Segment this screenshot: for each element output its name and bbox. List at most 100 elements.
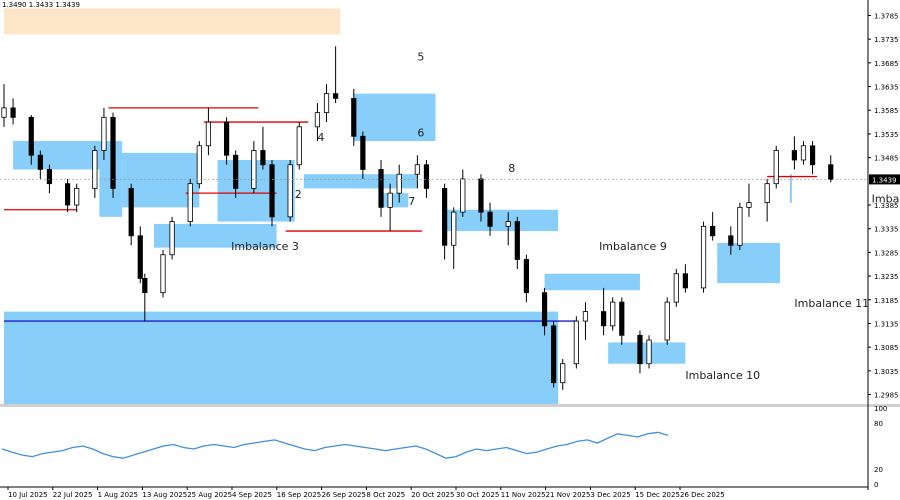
candle-body xyxy=(646,339,652,365)
candle-body xyxy=(451,211,457,246)
candle-body xyxy=(487,211,493,227)
annotation-label: 8 xyxy=(508,162,515,175)
x-tick-label: 10 Jul 2025 xyxy=(8,491,48,499)
candle-body xyxy=(137,235,143,279)
candle-body xyxy=(74,188,80,206)
y-tick-label: 1.3735 xyxy=(874,36,899,44)
candle-body xyxy=(682,273,688,289)
candle-body xyxy=(764,183,770,204)
x-tick-label: 22 Jul 2025 xyxy=(53,491,93,499)
zone-rect xyxy=(789,174,792,203)
candle-body xyxy=(205,121,212,147)
osc-tick-label: 80 xyxy=(874,420,883,428)
candle-body xyxy=(128,188,134,237)
x-tick-label: 16 Sep 2025 xyxy=(277,491,321,499)
zone-rect xyxy=(153,223,277,248)
candle-body xyxy=(223,121,230,156)
candle-body xyxy=(601,311,607,327)
candle-body xyxy=(187,183,193,222)
candle-body xyxy=(746,202,752,208)
candle-body xyxy=(251,150,257,189)
candle-body xyxy=(10,107,16,118)
zone-rect xyxy=(4,311,559,407)
y-tick-label: 1.3485 xyxy=(874,155,899,163)
x-tick-label: 3 Dec 2025 xyxy=(590,491,630,499)
candle-body xyxy=(619,301,625,336)
y-tick-label: 1.3685 xyxy=(874,60,899,68)
zone-rect xyxy=(303,174,418,189)
osc-tick-label: 20 xyxy=(874,466,883,474)
zone-rect xyxy=(122,152,200,208)
annotation-label: Imbalance 9 xyxy=(599,240,667,253)
y-tick-label: 1.3535 xyxy=(874,131,899,139)
candle-body xyxy=(160,254,166,294)
candle-body xyxy=(610,301,616,327)
candle-body xyxy=(92,150,98,189)
candle-body xyxy=(269,164,275,218)
zone-rect xyxy=(544,273,640,291)
current-price-label: 1.3439 xyxy=(872,176,897,184)
candle-body xyxy=(673,273,679,303)
y-tick-label: 1.3085 xyxy=(874,344,899,352)
oscillator-line xyxy=(1,431,669,459)
oscillator-panel: 100 80 20 0 xyxy=(1,405,887,489)
x-tick-label: 13 Aug 2025 xyxy=(142,491,187,499)
candle-body xyxy=(323,93,330,114)
y-tick-label: 1.3585 xyxy=(874,107,899,115)
annotation-label: Imbalance 12 xyxy=(872,193,900,206)
candle-body xyxy=(523,259,529,294)
y-tick-label: 1.3335 xyxy=(874,226,899,234)
y-tick-label: 1.3135 xyxy=(874,320,899,328)
candle-body xyxy=(296,126,302,166)
candle-body xyxy=(169,221,175,256)
candle-body xyxy=(664,301,670,341)
candle-body xyxy=(700,225,707,289)
osc-tick-label: 100 xyxy=(874,405,887,413)
x-tick-label: 20 Oct 2025 xyxy=(411,491,454,499)
candle-body xyxy=(387,192,393,208)
ohlc-readout: 1.3490 1.3433 1.3439 xyxy=(2,1,80,9)
candle-body xyxy=(142,278,148,294)
zone-rect xyxy=(381,193,409,208)
candle-body xyxy=(414,164,420,175)
candle-body xyxy=(710,225,716,237)
x-tick-label: 15 Dec 2025 xyxy=(635,491,680,499)
candle-body xyxy=(637,334,643,365)
y-tick-label: 1.3185 xyxy=(874,297,899,305)
x-tick-label: 26 Sep 2025 xyxy=(322,491,366,499)
candle-body xyxy=(728,235,734,246)
candle-body xyxy=(360,135,366,170)
candle-body xyxy=(333,93,339,99)
candle-body xyxy=(442,188,448,246)
zone-rect xyxy=(444,209,559,232)
candle-body xyxy=(551,325,557,384)
x-tick-label: 21 Nov 2025 xyxy=(546,491,591,499)
x-tick-label: 11 Nov 2025 xyxy=(501,491,546,499)
candle-body xyxy=(800,145,807,161)
annotation-label: 5 xyxy=(417,50,424,63)
candle-body xyxy=(541,292,548,327)
candle-body xyxy=(573,320,579,365)
level-layer xyxy=(4,107,818,322)
candle-body xyxy=(260,150,266,166)
osc-tick-label: 0 xyxy=(874,481,878,489)
panel-separator xyxy=(0,404,900,407)
zone-layer xyxy=(4,8,792,407)
x-tick-label: 26 Dec 2025 xyxy=(680,491,725,499)
candle-body xyxy=(460,178,466,213)
candle-body xyxy=(737,206,743,246)
y-tick-label: 1.3035 xyxy=(874,368,899,376)
candle-body xyxy=(396,173,402,194)
candle-body xyxy=(791,150,798,161)
candle-body xyxy=(101,116,107,151)
annotation-label: Imbalance 3 xyxy=(231,240,299,253)
candle-body xyxy=(46,169,53,185)
zone-rect xyxy=(353,93,436,142)
candle-body xyxy=(28,116,34,156)
x-tick-label: 1 Aug 2025 xyxy=(98,491,138,499)
y-tick-label: 1.3385 xyxy=(874,202,899,210)
candle-body xyxy=(582,311,589,322)
annotation-label: 2 xyxy=(295,188,302,201)
candle-body xyxy=(196,145,202,185)
